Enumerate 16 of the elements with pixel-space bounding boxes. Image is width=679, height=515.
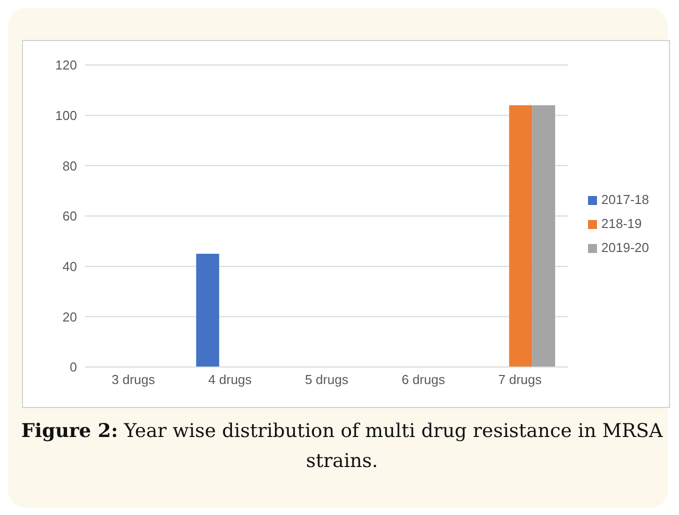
- y-tick-label: 40: [62, 258, 77, 274]
- y-tick-label: 100: [55, 108, 77, 123]
- x-tick-label: 4 drugs: [208, 372, 252, 388]
- y-tick-label: 60: [62, 208, 77, 224]
- x-tick-label: 5 drugs: [304, 372, 349, 388]
- x-tick-label: 6 drugs: [402, 372, 446, 388]
- y-tick-label: 0: [70, 360, 77, 375]
- y-tick-label: 20: [62, 309, 77, 324]
- legend-label: 218-19: [601, 216, 642, 231]
- legend-label: 2017-18: [601, 192, 649, 207]
- x-tick-label: 3 drugs: [112, 372, 156, 388]
- x-tick-label: 7 drugs: [498, 372, 542, 388]
- legend-label: 2019-20: [601, 240, 649, 255]
- text: Figure 2: Year wise distribution of multi drug resistance in MRSA strains.: [20, 419, 664, 474]
- y-tick-label: 120: [55, 58, 77, 73]
- y-tick-label: 80: [62, 158, 77, 174]
